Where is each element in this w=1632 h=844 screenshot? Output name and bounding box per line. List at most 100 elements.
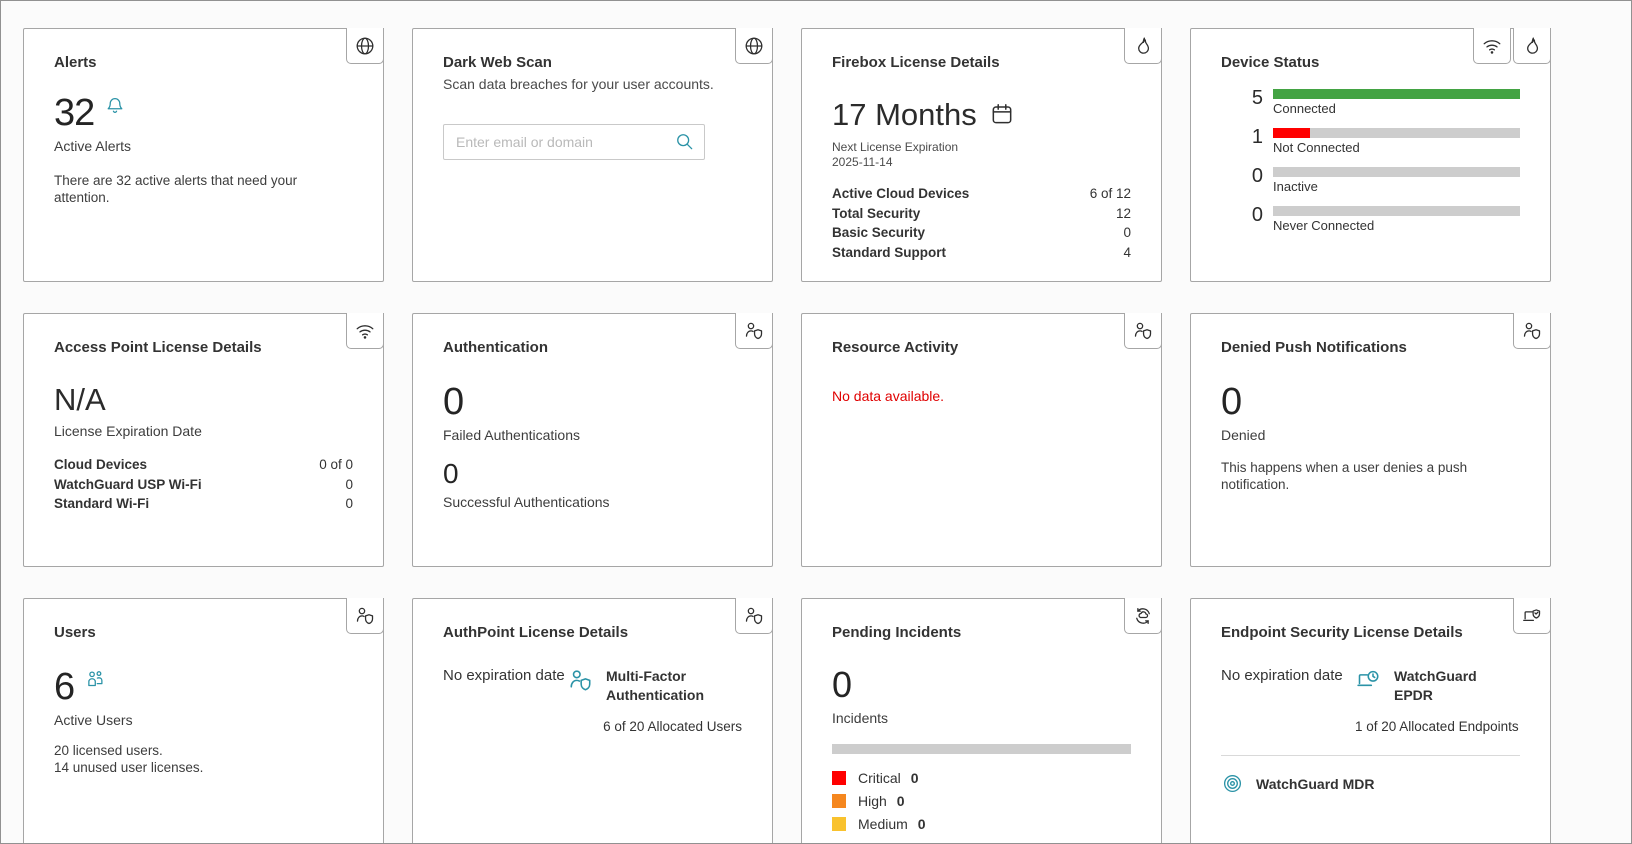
expiration-label: License Expiration Date	[54, 423, 202, 439]
wifi-icon	[346, 313, 384, 349]
allocation-text: 6 of 20 Allocated Users	[603, 719, 742, 734]
person-shield-icon	[1124, 313, 1162, 349]
card-title: Users	[54, 624, 96, 641]
expiration-text: No expiration date	[443, 667, 565, 684]
incidents-legend: Critical 0 High 0 Medium 0	[832, 770, 1131, 832]
metric-label: Failed Authentications	[443, 427, 580, 443]
row-label: Standard Support	[832, 244, 946, 260]
card-badges	[1471, 28, 1551, 64]
device-status-bar-track	[1273, 128, 1520, 138]
globe-icon	[735, 28, 773, 64]
product-name: WatchGuard EPDR	[1394, 668, 1477, 703]
card-device-status: Device Status 5 Connected 1 Not Connecte…	[1190, 28, 1551, 282]
row-value: 0	[345, 496, 353, 511]
dark-web-scan-input[interactable]	[443, 124, 705, 160]
device-status-bar-track	[1273, 167, 1520, 177]
device-status-bar-track	[1273, 89, 1520, 99]
metric-label: Active Alerts	[54, 138, 132, 154]
flame-icon	[1124, 28, 1162, 64]
card-badges	[344, 598, 384, 634]
table-row: Basic Security 0	[832, 223, 1131, 243]
alerts-description: There are 32 active alerts that need you…	[54, 173, 298, 205]
legend-swatch-medium	[832, 817, 846, 831]
card-badges	[733, 28, 773, 64]
card-title: Access Point License Details	[54, 339, 262, 356]
globe-icon	[346, 28, 384, 64]
card-access-point-license: Access Point License Details N/A License…	[23, 313, 384, 567]
person-shield-icon	[346, 598, 384, 634]
legend-value: 0	[896, 793, 905, 809]
failed-auth-count: 0	[443, 381, 464, 423]
table-row: Standard Support 4	[832, 243, 1131, 263]
table-row: Cloud Devices 0 of 0	[54, 455, 353, 475]
unused-licenses-line: 14 unused user licenses.	[54, 760, 204, 775]
card-firebox-license: Firebox License Details 17 Months Next L…	[801, 28, 1162, 282]
metric-label: Incidents	[832, 710, 889, 726]
metric-label: Active Users	[54, 712, 133, 728]
person-shield-icon	[1513, 313, 1551, 349]
device-status-label: Never Connected	[1273, 218, 1375, 233]
incidents-bar	[832, 744, 1131, 754]
legend-swatch-critical	[832, 771, 846, 785]
legend-label: Medium	[858, 816, 908, 832]
device-status-row: 5 Connected	[1221, 87, 1520, 116]
device-status-bar	[1273, 89, 1520, 99]
card-title: Alerts	[54, 54, 97, 71]
card-badges	[1511, 598, 1551, 634]
card-title: Endpoint Security License Details	[1221, 624, 1463, 641]
card-badges	[733, 598, 773, 634]
expiration-date: 2025-11-14	[832, 155, 893, 169]
licensed-users-line: 20 licensed users.	[54, 743, 163, 758]
calendar-icon	[989, 101, 1015, 132]
flame-icon	[1513, 28, 1551, 64]
row-label: Total Security	[832, 205, 921, 221]
row-value: 6 of 12	[1089, 186, 1131, 201]
bell-icon	[104, 95, 126, 122]
device-status-label: Connected	[1273, 101, 1336, 116]
metric-label: Denied	[1221, 427, 1266, 443]
row-value: 0	[1123, 225, 1131, 240]
card-title: Resource Activity	[832, 339, 959, 356]
card-alerts: Alerts 32 Active Alerts There are 32 act…	[23, 28, 384, 282]
row-label: Active Cloud Devices	[832, 186, 970, 201]
card-title: Dark Web Scan	[443, 54, 552, 71]
laptop-shield-icon	[1513, 598, 1551, 634]
license-remaining: 17 Months	[832, 97, 977, 132]
legend-value: 0	[917, 816, 926, 832]
device-count: 0	[1251, 165, 1263, 187]
license-remaining: N/A	[54, 382, 106, 417]
card-resource-activity: Resource Activity No data available.	[801, 313, 1162, 567]
card-dark-web-scan: Dark Web Scan Scan data breaches for you…	[412, 28, 773, 282]
device-status-bar-track	[1273, 206, 1520, 216]
table-row: WatchGuard USP Wi-Fi 0	[54, 475, 353, 495]
legend-label: Critical	[858, 770, 901, 786]
row-label: Cloud Devices	[54, 457, 148, 472]
legend-row: Critical 0	[832, 770, 1131, 786]
device-status-list: 5 Connected 1 Not Connected 0	[1221, 87, 1520, 233]
incidents-count: 0	[832, 664, 852, 705]
denied-count: 0	[1221, 381, 1242, 423]
card-denied-push: Denied Push Notifications 0 Denied This …	[1190, 313, 1551, 567]
card-endpoint-license: Endpoint Security License Details No exp…	[1190, 598, 1551, 843]
card-title: Device Status	[1221, 54, 1320, 71]
row-value: 12	[1115, 205, 1131, 221]
legend-value: 0	[910, 770, 919, 786]
active-users-count: 6	[54, 666, 75, 708]
card-title: Denied Push Notifications	[1221, 339, 1407, 356]
search-icon[interactable]	[674, 131, 695, 157]
card-badges	[344, 28, 384, 64]
card-title: Authentication	[443, 339, 548, 356]
table-row: Active Cloud Devices 6 of 12	[832, 184, 1131, 204]
product2-name: WatchGuard MDR	[1256, 775, 1375, 792]
expiration-text: No expiration date	[1221, 667, 1343, 684]
card-authpoint-license: AuthPoint License Details No expiration …	[412, 598, 773, 843]
card-authentication: Authentication 0 Failed Authentications …	[412, 313, 773, 567]
device-status-bar	[1273, 128, 1311, 138]
device-count: 5	[1251, 87, 1263, 109]
card-pending-incidents: Pending Incidents 0 Incidents Critical 0…	[801, 598, 1162, 843]
active-alerts-count[interactable]: 32	[54, 92, 95, 134]
device-status-row: 0 Inactive	[1221, 165, 1520, 194]
row-value: 0 of 0	[319, 457, 353, 472]
row-label: WatchGuard USP Wi-Fi	[54, 476, 202, 492]
